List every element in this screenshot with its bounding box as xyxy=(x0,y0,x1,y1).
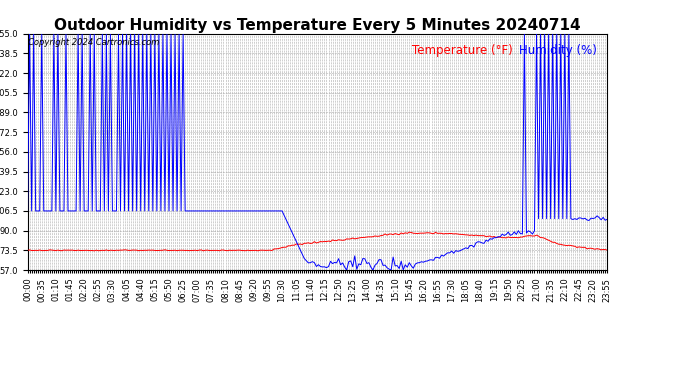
Text: Copyright 2024 Cartronics.com: Copyright 2024 Cartronics.com xyxy=(28,39,159,48)
Legend: Temperature (°F), Humidity (%): Temperature (°F), Humidity (%) xyxy=(407,40,601,62)
Title: Outdoor Humidity vs Temperature Every 5 Minutes 20240714: Outdoor Humidity vs Temperature Every 5 … xyxy=(54,18,581,33)
